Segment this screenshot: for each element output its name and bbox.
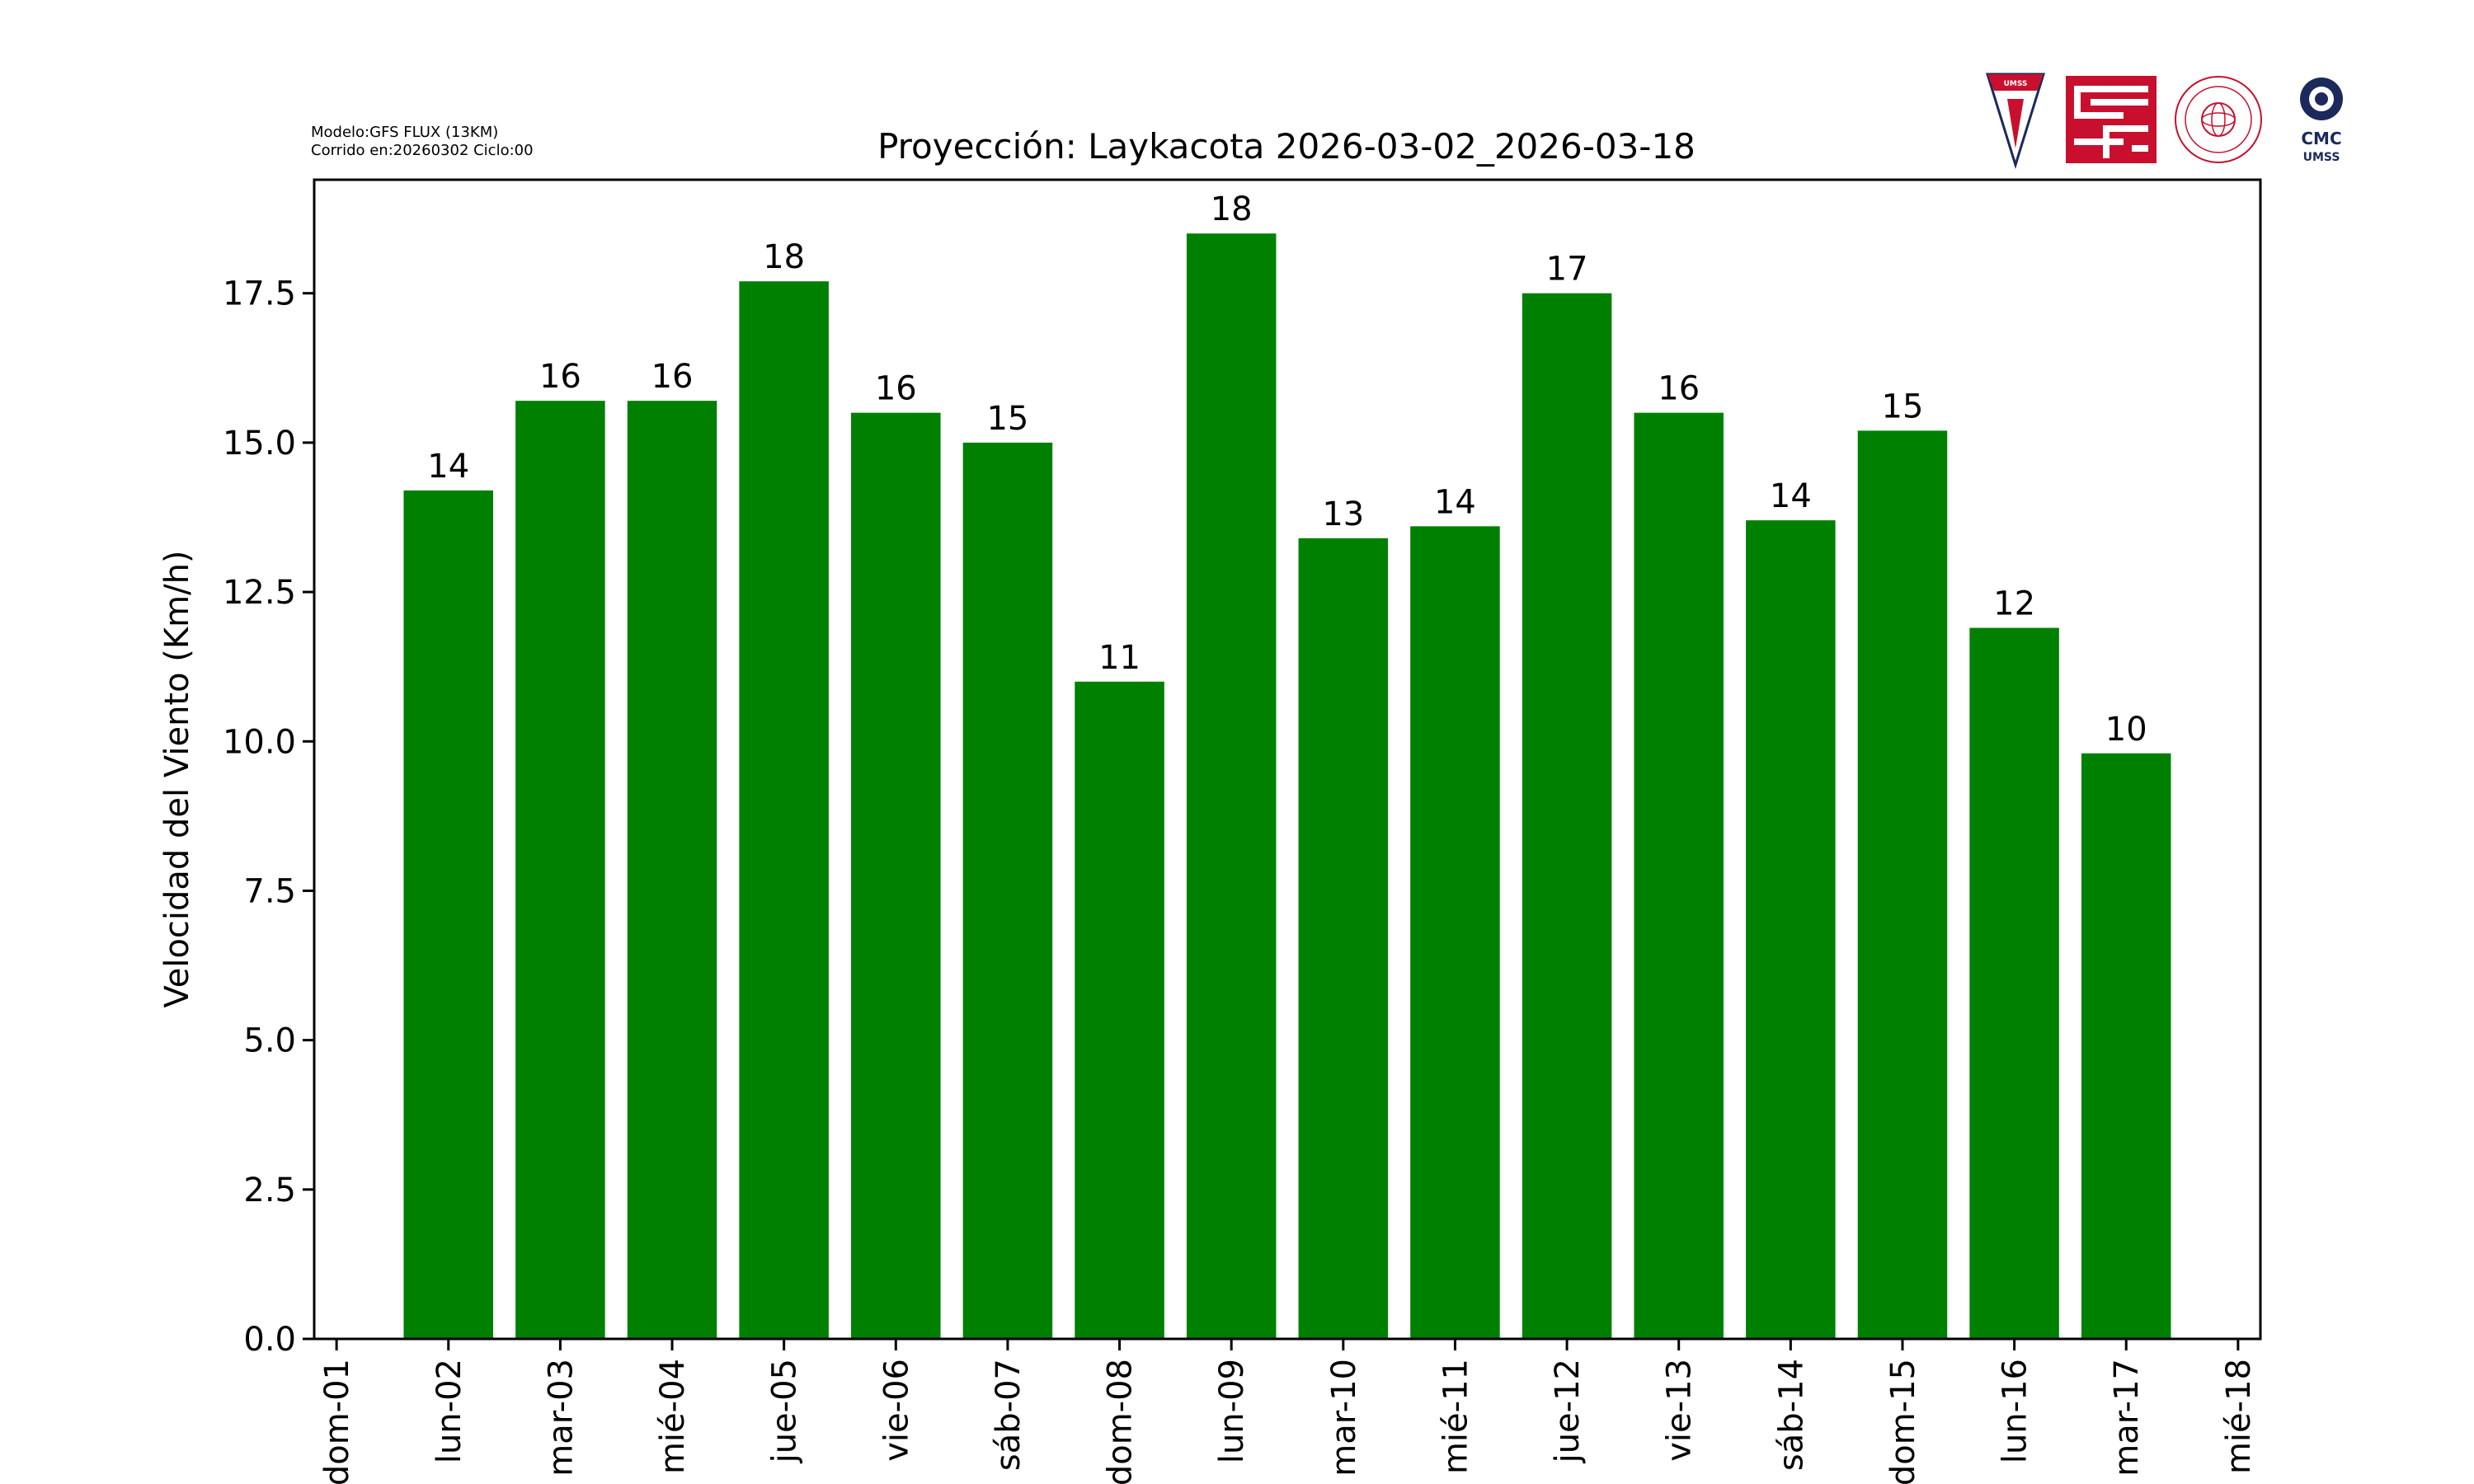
x-tick-label: sáb-07 [990,1359,1028,1471]
y-tick-label: 12.5 [223,574,296,612]
x-tick-label: mar-03 [542,1359,580,1477]
x-tick-label: lun-16 [1997,1359,2034,1463]
bar-value-label: 16 [539,358,581,396]
bar-mar-17 [2081,753,2171,1339]
umss-shield-logo: UMSS [1985,73,2046,170]
bar-value-labels: 14 16 16 18 16 15 11 18 13 14 17 16 14 15 12 10 [427,190,2147,749]
umss-shield-text: UMSS [2004,80,2028,88]
bar-value-label: 16 [875,370,917,408]
x-tick-label: jue-05 [766,1359,804,1463]
faculty-maze-logo [2066,76,2157,163]
bar-vie-13 [1634,412,1724,1340]
y-tick-label: 5.0 [243,1022,296,1060]
cmc-umss-logo: CMC UMSS [2300,77,2343,164]
cmc-logo-text: CMC [2301,129,2341,148]
bar-value-label: 15 [986,400,1028,438]
model-info: Modelo:GFS FLUX (13KM) Corrido en:202603… [311,124,534,160]
plot-frame [313,178,2262,1341]
model-name-text: Modelo:GFS FLUX (13KM) [311,124,499,141]
x-tick-label: mié-18 [2220,1359,2258,1474]
bar-vie-06 [851,412,941,1340]
x-tick-label: sáb-14 [1772,1359,1810,1471]
y-tick-label: 7.5 [243,872,296,910]
x-tick-label: lun-09 [1213,1359,1251,1463]
y-tick-label: 10.0 [223,723,296,761]
y-tick-label: 2.5 [243,1172,296,1209]
bar-value-label: 16 [651,358,694,396]
bar-value-label: 12 [1993,585,2035,623]
x-tick-label: jue-12 [1549,1359,1587,1463]
bar-sáb-14 [1746,520,1836,1339]
chart-title: Proyección: Laykacota 2026-03-02_2026-03… [877,126,1696,167]
bar-value-label: 11 [1098,639,1141,677]
bar-jue-05 [739,281,829,1339]
cmc-logo-subtext: UMSS [2303,151,2340,164]
x-tick-label: mié-11 [1437,1359,1475,1474]
bar-value-label: 18 [1211,190,1253,228]
bar-sáb-07 [962,442,1053,1339]
bar-value-label: 14 [427,448,469,486]
physics-department-seal [2175,76,2262,163]
bar-lun-16 [1969,627,2059,1339]
x-tick-label: dom-01 [318,1359,356,1484]
bar-value-label: 17 [1546,251,1588,289]
bars-group [403,233,2171,1340]
y-tick-label: 17.5 [223,275,296,313]
x-tick-label: dom-15 [1884,1359,1922,1484]
y-tick-label: 0.0 [243,1321,296,1359]
bar-mié-11 [1410,526,1500,1339]
bar-lun-02 [403,490,494,1339]
bar-dom-15 [1857,430,1948,1339]
institution-logos: UMSS CMC UMSS [1985,73,2343,170]
x-tick-label: vie-06 [877,1359,915,1462]
x-tick-label: mar-17 [2108,1359,2146,1477]
model-run-text: Corrido en:20260302 Ciclo:00 [311,142,534,159]
x-tick-label: mar-10 [1325,1359,1363,1477]
bar-lun-09 [1186,233,1277,1339]
x-tick-label: vie-13 [1661,1359,1699,1462]
bar-mié-04 [627,401,717,1339]
bar-mar-03 [515,401,605,1339]
x-tick-label: mié-04 [654,1359,692,1474]
x-tick-label: dom-08 [1102,1359,1140,1484]
y-axis: 0.0 2.5 5.0 7.5 10.0 12.5 15.0 17.5 [223,275,314,1359]
y-axis-label: Velocidad del Viento (Km/h) [158,550,196,1007]
bar-value-label: 14 [1770,477,1812,515]
bar-dom-08 [1075,681,1164,1339]
x-tick-label: lun-02 [430,1359,468,1463]
y-tick-label: 15.0 [223,425,296,463]
bar-jue-12 [1522,293,1612,1339]
bar-value-label: 10 [2105,711,2147,749]
bar-value-label: 14 [1434,483,1476,521]
bar-value-label: 18 [763,238,805,276]
bar-mar-10 [1298,538,1389,1339]
bar-value-label: 13 [1322,495,1364,533]
bar-value-label: 15 [1882,387,1924,425]
bar-value-label: 16 [1658,370,1700,408]
x-axis: dom-01 lun-02 mar-03 mié-04 jue-05 vie-06 sáb-… [318,1339,2258,1484]
